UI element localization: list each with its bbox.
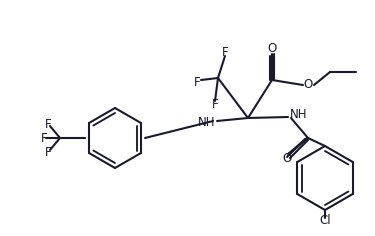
Text: F: F: [40, 131, 47, 144]
Text: F: F: [222, 46, 228, 59]
Text: NH: NH: [198, 115, 215, 128]
Text: F: F: [45, 118, 51, 131]
Text: F: F: [45, 146, 51, 159]
Text: Cl: Cl: [319, 214, 331, 227]
Text: NH: NH: [290, 109, 308, 122]
Text: F: F: [211, 98, 218, 111]
Text: O: O: [282, 152, 292, 164]
Text: O: O: [303, 79, 313, 92]
Text: F: F: [194, 76, 200, 88]
Text: O: O: [267, 42, 277, 55]
